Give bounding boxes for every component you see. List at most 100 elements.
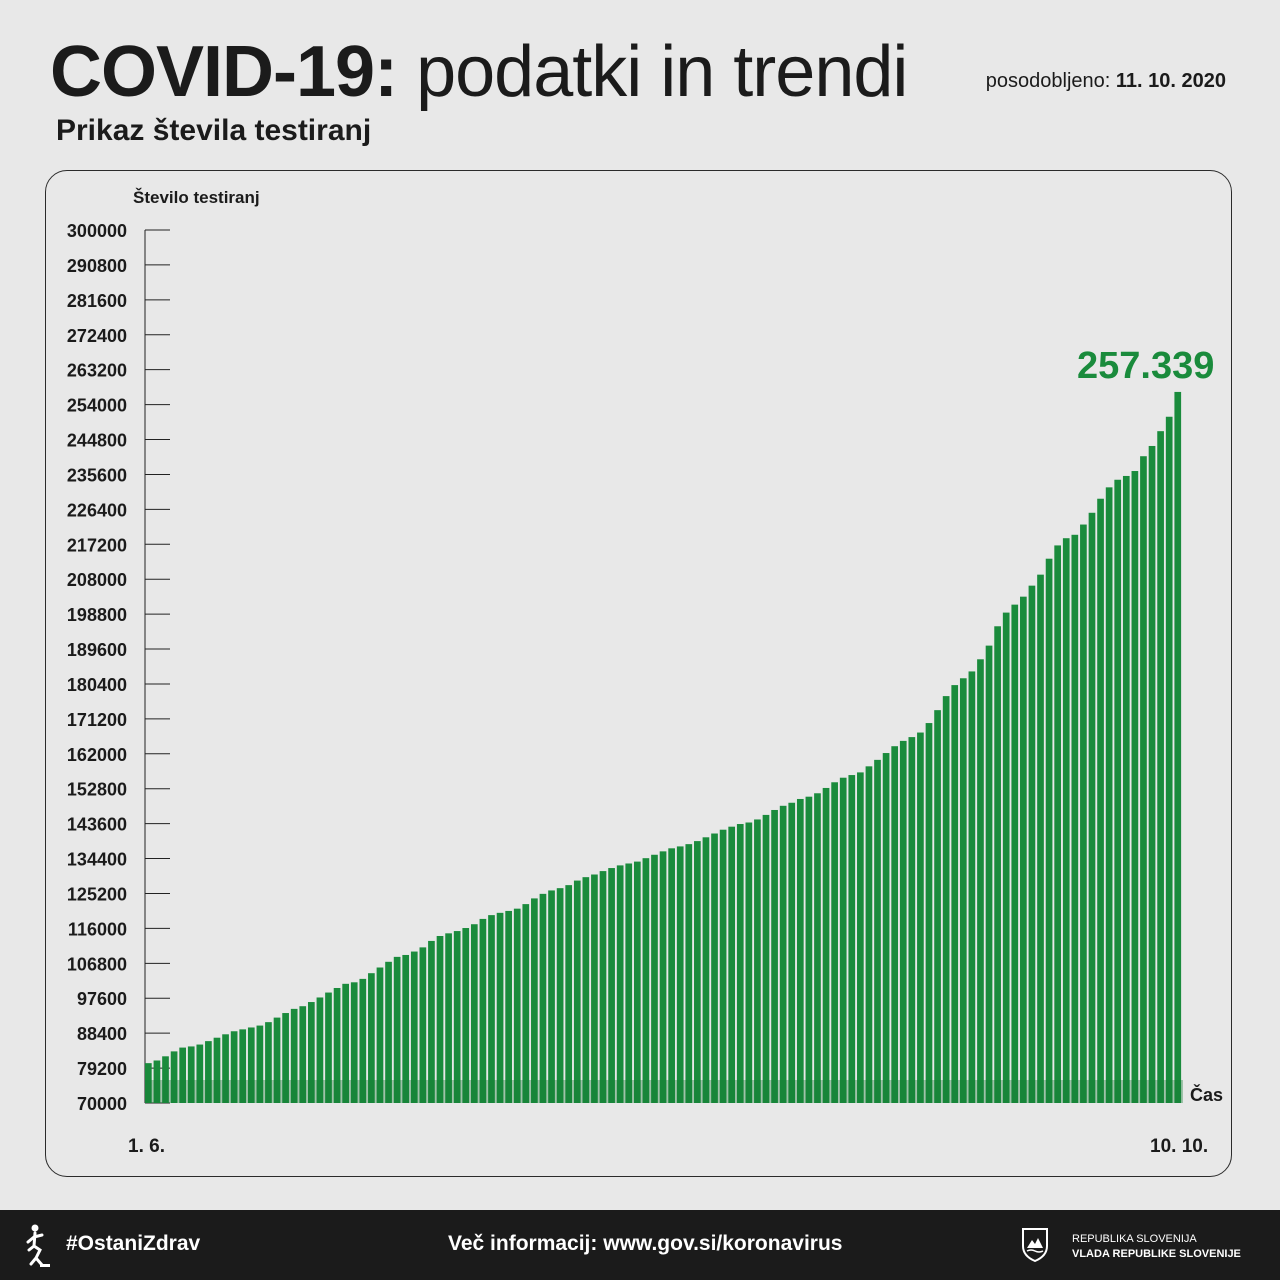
- y-tick-label: 180400: [67, 675, 127, 695]
- y-tick-label: 70000: [77, 1094, 127, 1114]
- government-line-1: REPUBLIKA SLOVENIJA: [1072, 1233, 1197, 1245]
- updated-label: posodobljeno:: [985, 70, 1111, 92]
- bar: [651, 854, 658, 1103]
- bar: [831, 782, 838, 1103]
- bar: [325, 992, 332, 1103]
- bar: [608, 868, 615, 1103]
- y-tick-label: 272400: [67, 326, 127, 346]
- bar: [222, 1034, 229, 1103]
- bar: [736, 824, 744, 1103]
- bar: [333, 987, 341, 1103]
- bar: [591, 874, 598, 1103]
- bar: [899, 740, 907, 1103]
- bar: [213, 1037, 221, 1103]
- bar: [187, 1046, 195, 1103]
- y-tick-label: 97600: [77, 989, 127, 1009]
- bar: [153, 1060, 161, 1103]
- bar: [711, 833, 718, 1103]
- bar: [462, 928, 470, 1103]
- bar: [265, 1022, 272, 1103]
- bar: [848, 775, 856, 1103]
- y-tick-label: 79200: [77, 1059, 127, 1079]
- bar: [1148, 445, 1156, 1104]
- y-tick-label: 244800: [67, 431, 127, 451]
- bar: [934, 710, 941, 1103]
- updated-date: 11. 10. 2020: [1115, 70, 1226, 92]
- bar: [959, 678, 967, 1103]
- bar: [891, 746, 899, 1103]
- bar: [985, 645, 993, 1103]
- bar: [694, 841, 701, 1103]
- bar: [307, 1002, 315, 1103]
- bar: [1140, 456, 1147, 1104]
- slovenian-coat-of-arms-icon: [1022, 1228, 1048, 1262]
- bar: [145, 1063, 152, 1103]
- bar: [702, 837, 710, 1103]
- more-info-url[interactable]: www.gov.si/koronavirus: [603, 1232, 843, 1255]
- bar: [385, 961, 392, 1103]
- bar: [616, 865, 624, 1103]
- y-tick-label: 198800: [67, 605, 127, 625]
- bar: [977, 659, 984, 1103]
- bar: [205, 1041, 212, 1103]
- bar: [513, 908, 521, 1103]
- bar: [350, 982, 358, 1103]
- bar: [531, 898, 538, 1103]
- bar: [273, 1017, 281, 1103]
- bar: [994, 626, 1001, 1103]
- bar: [822, 787, 830, 1103]
- bar: [633, 861, 641, 1103]
- bar: [762, 814, 770, 1103]
- bar: [256, 1025, 264, 1103]
- bar: [676, 846, 684, 1103]
- y-tick-label: 235600: [67, 465, 127, 485]
- government-label: REPUBLIKA SLOVENIJA VLADA REPUBLIKE SLOV…: [1072, 1232, 1241, 1262]
- bar: [719, 829, 727, 1103]
- y-tick-label: 171200: [67, 710, 127, 730]
- y-tick-label: 152800: [67, 780, 127, 800]
- bar: [599, 871, 607, 1103]
- y-tick-label: 208000: [67, 570, 127, 590]
- last-value-label: 257.339: [1077, 345, 1215, 387]
- x-end-label: 10. 10.: [1150, 1136, 1209, 1157]
- bar: [573, 880, 581, 1103]
- bar: [1088, 512, 1096, 1103]
- page-subtitle: Prikaz števila testiranj: [56, 114, 372, 147]
- bar: [368, 973, 375, 1103]
- bar: [179, 1047, 186, 1103]
- bar: [239, 1029, 247, 1103]
- hashtag-text: #OstaniZdrav: [66, 1232, 201, 1255]
- bar: [1157, 431, 1164, 1103]
- bar: [1054, 545, 1062, 1103]
- y-tick-label: 162000: [67, 745, 127, 765]
- bar: [419, 947, 427, 1103]
- bar: [539, 893, 547, 1103]
- bar: [1122, 475, 1130, 1104]
- title-bold: COVID-19:: [50, 32, 398, 112]
- bar: [814, 793, 821, 1103]
- y-tick-label: 88400: [77, 1024, 127, 1044]
- page-title: COVID-19: podatki in trendi: [50, 32, 908, 112]
- bar: [488, 915, 495, 1103]
- bar: [342, 983, 349, 1103]
- bar: [908, 737, 916, 1103]
- bar: [917, 732, 924, 1103]
- bar: [625, 863, 633, 1103]
- bar: [728, 826, 736, 1103]
- y-tick-label: 189600: [67, 640, 127, 660]
- y-tick-label: 263200: [67, 361, 127, 381]
- bar: [453, 931, 461, 1103]
- bar: [359, 978, 367, 1103]
- bar: [788, 802, 796, 1103]
- bar: [968, 671, 976, 1103]
- bar: [1131, 471, 1139, 1103]
- bar: [1174, 391, 1182, 1103]
- bar: [445, 933, 452, 1103]
- bar: [882, 753, 890, 1103]
- title-light: podatki in trendi: [416, 32, 908, 112]
- bar: [196, 1044, 204, 1103]
- bar: [522, 904, 530, 1103]
- bar: [1071, 534, 1079, 1103]
- person-dancing-icon: [26, 1224, 50, 1267]
